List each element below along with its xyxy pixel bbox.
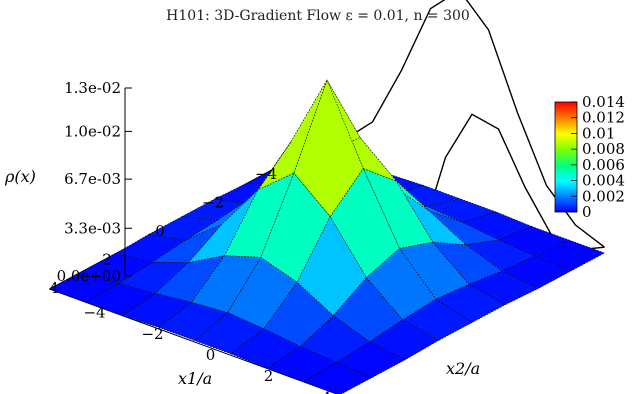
colorbar-tick-label: 0	[582, 203, 592, 221]
surface-patch	[266, 346, 338, 383]
colorbar-tick-label: 0.014	[582, 93, 625, 111]
x2-axis-label: x2/a	[446, 359, 480, 378]
surface-patch	[190, 255, 262, 314]
colorbar	[554, 101, 578, 213]
x2-tick-label: 4	[322, 388, 332, 394]
z-tick-label: 6.7e-03	[64, 170, 121, 188]
colorbar-tick-label: 0.01	[582, 124, 615, 142]
surface-patch	[368, 319, 440, 360]
x1-axis-label: x1/a	[178, 369, 212, 388]
z-tick-label: 0.0e+00	[57, 267, 121, 285]
x2-tick-label: −4	[83, 304, 105, 322]
z-tick-label: 3.3e-03	[64, 219, 121, 237]
colorbar-tick-label: 0.012	[582, 109, 625, 127]
surface-patch	[48, 270, 120, 303]
x1-tick-label: 2	[102, 250, 112, 268]
surface-patch	[157, 301, 229, 341]
surface-patch	[147, 216, 220, 241]
surface-patch	[293, 79, 364, 218]
colorbar-tick-label: 0.008	[582, 140, 625, 158]
x2-axis-ticks: −4 −2 0 2 4	[83, 304, 331, 394]
surface-patch	[180, 198, 253, 220]
colorbar-tick-label: 0.004	[582, 172, 625, 190]
x1-tick-label: 0	[155, 222, 165, 240]
surface-patch	[402, 298, 473, 341]
surface-patch	[193, 312, 265, 355]
x2-tick-label: 0	[206, 346, 216, 364]
z-tick-label: 1.3e-02	[64, 79, 121, 97]
z-axis-label: ρ(x)	[4, 167, 36, 186]
surface-patch	[154, 255, 226, 303]
surface-patch	[230, 328, 301, 369]
surface-patch	[256, 79, 328, 191]
surface-patch	[263, 281, 334, 347]
z-axis-ticks: 0.0e+00 3.3e-03 6.7e-03 1.0e-02 1.3e-02	[57, 79, 132, 285]
surface-patch	[227, 256, 298, 330]
x2-tick-label: 2	[264, 367, 274, 385]
x1-tick-label: −4	[255, 165, 277, 183]
surface-patch	[326, 79, 398, 182]
surface-patch	[302, 362, 374, 394]
chart-title: H101: 3D-Gradient Flow ε = 0.01, n = 300	[166, 8, 470, 24]
x1-tick-label: 4	[49, 279, 59, 297]
x2-tick-label: −2	[141, 325, 163, 343]
surface-patch	[85, 282, 156, 316]
surface-patch	[425, 198, 497, 223]
surface-patch	[468, 270, 539, 306]
surface-patch	[121, 293, 193, 328]
surface-patch	[118, 262, 190, 294]
surface-mesh	[48, 79, 606, 394]
x1-axis-ticks: −4 −2 0 2 4	[49, 165, 277, 297]
colorbar-tick-label: 0.002	[582, 187, 625, 205]
x1-tick-label: −2	[202, 194, 224, 212]
colorbar-tick-label: 0.006	[582, 156, 625, 174]
z-tick-label: 1.0e-02	[64, 122, 121, 140]
